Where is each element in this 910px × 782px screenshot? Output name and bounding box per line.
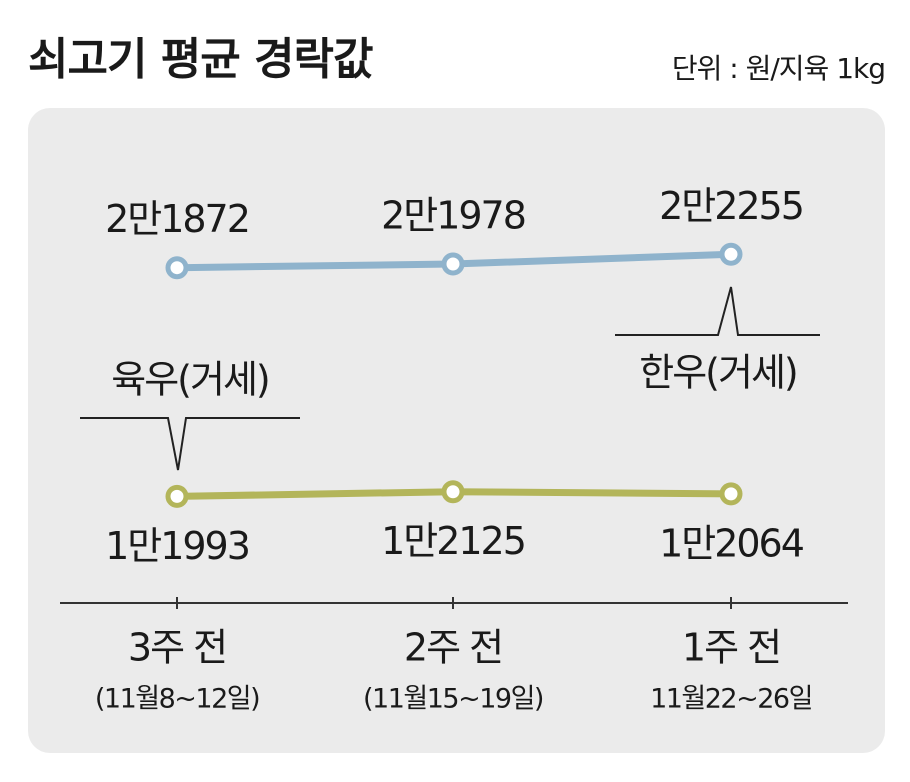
callout <box>615 286 820 336</box>
x-tick-sublabel: (11월15~19일) <box>363 684 543 715</box>
x-tick-sublabel: (11월8~12일) <box>95 684 259 715</box>
point <box>719 242 743 266</box>
x-tick-label: 2주 전 <box>404 626 502 670</box>
data-label: 2만2255 <box>659 184 803 228</box>
series-label: 육우(거세) <box>111 358 269 402</box>
data-label: 2만1872 <box>105 197 249 241</box>
data-label: 2만1978 <box>381 193 525 237</box>
point <box>165 484 189 508</box>
data-label: 1만2064 <box>659 521 804 565</box>
point <box>441 252 465 276</box>
x-tick-sublabel: 11월22~26일 <box>650 684 812 715</box>
series-label: 한우(거세) <box>639 351 797 395</box>
x-tick-label: 3주 전 <box>128 626 226 670</box>
point <box>441 480 465 504</box>
point <box>165 256 189 280</box>
point <box>719 482 743 506</box>
chart-subtitle: 단위 : 원/지육 1kg <box>672 52 885 85</box>
data-label: 1만1993 <box>105 524 249 568</box>
x-tick-label: 1주 전 <box>682 626 780 670</box>
chart-title: 쇠고기 평균 경락값 <box>28 34 373 85</box>
callout <box>80 417 300 471</box>
data-label: 1만2125 <box>381 519 525 563</box>
